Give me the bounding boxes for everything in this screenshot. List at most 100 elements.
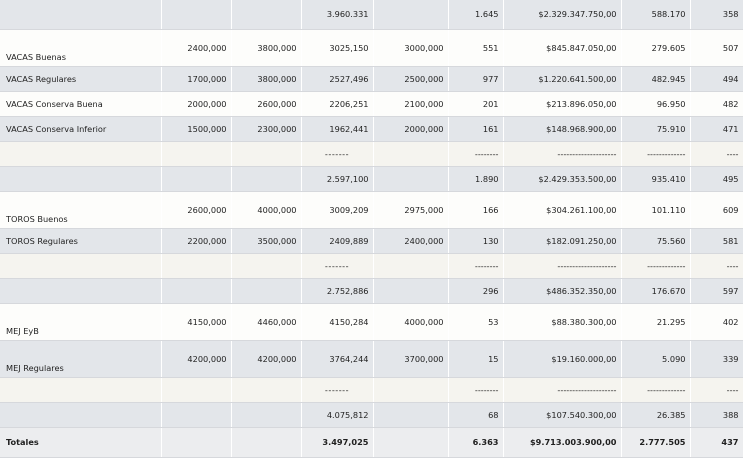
avg-price-separator: -------	[301, 377, 374, 403]
avg-weight-cell: 581	[690, 228, 743, 254]
max-price-cell: 2300,000	[231, 116, 302, 142]
totals-label: Totales	[0, 427, 162, 458]
head-count-cell: 1.645	[448, 0, 504, 30]
min-price-cell: 1500,000	[161, 116, 232, 142]
mode-price-cell: 3000,000	[373, 29, 449, 67]
mode-price-cell: 2500,000	[373, 66, 449, 92]
avg-price-cell: 4150,284	[301, 303, 374, 341]
subtotal-row: 2.752,886 296 $486.352.350,00 176.670 59…	[0, 278, 743, 304]
kilos-cell: 482.945	[621, 66, 691, 92]
max-price-cell: 4460,000	[231, 303, 302, 341]
data-row: VACAS Regulares 1700,000 3800,000 2527,4…	[0, 66, 743, 92]
avg-price-separator: -------	[301, 141, 374, 167]
avg-price-cell: 2.597,100	[301, 166, 374, 192]
mode-price-cell: 2000,000	[373, 116, 449, 142]
mode-price-cell	[373, 377, 449, 403]
mode-price-cell	[373, 141, 449, 167]
max-price-cell: 3800,000	[231, 29, 302, 67]
category-cell: VACAS Conserva Buena	[0, 91, 162, 117]
kilos-cell: 21.295	[621, 303, 691, 341]
category-cell: MEJ Regulares	[0, 340, 162, 378]
category-cell	[0, 402, 162, 428]
kilos-cell: 101.110	[621, 191, 691, 229]
data-row: TOROS Buenos 2600,000 4000,000 3009,209 …	[0, 191, 743, 229]
avg-weight-cell: 339	[690, 340, 743, 378]
category-cell	[0, 377, 162, 403]
min-price-cell	[161, 253, 232, 279]
amount-cell: $1.220.641.500,00	[503, 66, 622, 92]
avg-weight-cell: 597	[690, 278, 743, 304]
avg-weight-cell: 507	[690, 29, 743, 67]
head-count-cell: 68	[448, 402, 504, 428]
head-count-separator: --------	[448, 141, 504, 167]
max-price-cell	[231, 427, 302, 458]
separator-row: ------- -------- -------------------- --…	[0, 141, 743, 167]
amount-cell: $107.540.300,00	[503, 402, 622, 428]
amount-cell: $304.261.100,00	[503, 191, 622, 229]
kilos-separator: -------------	[621, 253, 691, 279]
mode-price-cell	[373, 427, 449, 458]
head-count-cell: 201	[448, 91, 504, 117]
category-cell: MEJ EyB	[0, 303, 162, 341]
head-count-cell: 977	[448, 66, 504, 92]
avg-price-cell: 2.752,886	[301, 278, 374, 304]
mode-price-cell	[373, 166, 449, 192]
mode-price-cell	[373, 402, 449, 428]
amount-cell: $845.847.050,00	[503, 29, 622, 67]
kilos-cell: 96.950	[621, 91, 691, 117]
amount-separator: --------------------	[503, 377, 622, 403]
amount-total: $9.713.003.900,00	[503, 427, 622, 458]
max-price-cell: 2600,000	[231, 91, 302, 117]
max-price-cell	[231, 141, 302, 167]
min-price-cell: 2200,000	[161, 228, 232, 254]
data-row: VACAS Conserva Buena 2000,000 2600,000 2…	[0, 91, 743, 117]
min-price-cell: 1700,000	[161, 66, 232, 92]
avg-weight-cell: 609	[690, 191, 743, 229]
subtotal-row: 3.960.331 1.645 $2.329.347.750,00 588.17…	[0, 0, 743, 30]
kilos-cell: 75.560	[621, 228, 691, 254]
max-price-cell	[231, 253, 302, 279]
amount-cell: $148.968.900,00	[503, 116, 622, 142]
max-price-cell	[231, 0, 302, 30]
head-count-cell: 551	[448, 29, 504, 67]
min-price-cell	[161, 402, 232, 428]
max-price-cell: 3500,000	[231, 228, 302, 254]
max-price-cell	[231, 278, 302, 304]
avg-price-cell: 2409,889	[301, 228, 374, 254]
amount-separator: --------------------	[503, 253, 622, 279]
mode-price-cell: 4000,000	[373, 303, 449, 341]
avg-weight-cell: 471	[690, 116, 743, 142]
amount-cell: $2.329.347.750,00	[503, 0, 622, 30]
min-price-cell	[161, 141, 232, 167]
avg-price-cell: 2527,496	[301, 66, 374, 92]
category-cell	[0, 278, 162, 304]
kilos-cell: 588.170	[621, 0, 691, 30]
head-count-cell: 130	[448, 228, 504, 254]
head-count-cell: 53	[448, 303, 504, 341]
kilos-cell: 279.605	[621, 29, 691, 67]
head-count-cell: 15	[448, 340, 504, 378]
avg-weight-cell: 495	[690, 166, 743, 192]
avg-price-cell: 1962,441	[301, 116, 374, 142]
kilos-separator: -------------	[621, 141, 691, 167]
avg-weight-cell: 494	[690, 66, 743, 92]
data-row: VACAS Buenas 2400,000 3800,000 3025,150 …	[0, 29, 743, 67]
avg-price-cell: 2206,251	[301, 91, 374, 117]
max-price-cell	[231, 377, 302, 403]
kilos-total: 2.777.505	[621, 427, 691, 458]
min-price-cell	[161, 278, 232, 304]
head-count-total: 6.363	[448, 427, 504, 458]
min-price-cell: 4200,000	[161, 340, 232, 378]
head-count-cell: 166	[448, 191, 504, 229]
data-row: TOROS Regulares 2200,000 3500,000 2409,8…	[0, 228, 743, 254]
category-cell: TOROS Buenos	[0, 191, 162, 229]
avg-price-cell: 4.075,812	[301, 402, 374, 428]
category-cell: VACAS Conserva Inferior	[0, 116, 162, 142]
max-price-cell: 4200,000	[231, 340, 302, 378]
kilos-cell: 5.090	[621, 340, 691, 378]
subtotal-row: 2.597,100 1.890 $2.429.353.500,00 935.41…	[0, 166, 743, 192]
category-cell: VACAS Buenas	[0, 29, 162, 67]
amount-cell: $2.429.353.500,00	[503, 166, 622, 192]
category-cell	[0, 0, 162, 30]
mode-price-cell	[373, 278, 449, 304]
